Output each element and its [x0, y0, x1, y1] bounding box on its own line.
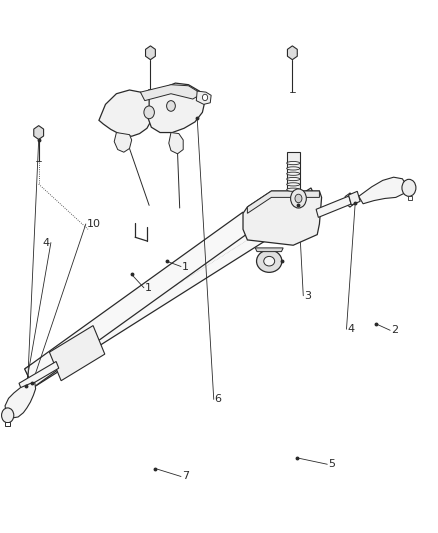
Text: 9: 9 — [262, 255, 269, 265]
Ellipse shape — [287, 188, 300, 191]
Circle shape — [290, 189, 306, 208]
Text: 5: 5 — [328, 459, 335, 469]
Ellipse shape — [287, 177, 300, 181]
Polygon shape — [408, 196, 413, 200]
Polygon shape — [255, 248, 283, 252]
Text: 10: 10 — [87, 219, 101, 229]
Text: 1: 1 — [145, 283, 152, 293]
Polygon shape — [49, 326, 105, 381]
Polygon shape — [169, 133, 183, 154]
Polygon shape — [5, 382, 35, 418]
Ellipse shape — [287, 167, 300, 170]
Text: 8: 8 — [19, 394, 26, 405]
Polygon shape — [243, 191, 321, 245]
Ellipse shape — [257, 250, 282, 272]
Circle shape — [402, 179, 416, 196]
Circle shape — [295, 194, 302, 203]
Text: 7: 7 — [182, 472, 189, 481]
Text: 6: 6 — [215, 394, 222, 405]
Polygon shape — [196, 91, 211, 104]
Ellipse shape — [287, 172, 300, 175]
Polygon shape — [145, 46, 155, 60]
Polygon shape — [141, 85, 201, 101]
Polygon shape — [287, 46, 297, 60]
Polygon shape — [34, 126, 44, 140]
Polygon shape — [287, 152, 300, 191]
Circle shape — [202, 94, 208, 101]
Circle shape — [166, 101, 175, 111]
Text: 4: 4 — [348, 324, 355, 334]
Circle shape — [144, 106, 154, 119]
Text: 1: 1 — [182, 262, 189, 271]
Polygon shape — [5, 422, 11, 426]
Circle shape — [2, 408, 14, 423]
Polygon shape — [247, 191, 319, 213]
Polygon shape — [99, 90, 153, 136]
Polygon shape — [19, 361, 59, 390]
Polygon shape — [316, 196, 351, 217]
Polygon shape — [349, 191, 360, 205]
Text: 4: 4 — [42, 238, 49, 247]
Text: 2: 2 — [392, 325, 399, 335]
Ellipse shape — [287, 183, 300, 186]
Polygon shape — [25, 212, 252, 387]
Polygon shape — [148, 83, 205, 133]
Ellipse shape — [264, 256, 275, 266]
Text: 3: 3 — [304, 290, 311, 301]
Polygon shape — [114, 133, 132, 152]
Polygon shape — [25, 188, 319, 387]
Polygon shape — [359, 177, 407, 204]
Ellipse shape — [287, 161, 300, 165]
